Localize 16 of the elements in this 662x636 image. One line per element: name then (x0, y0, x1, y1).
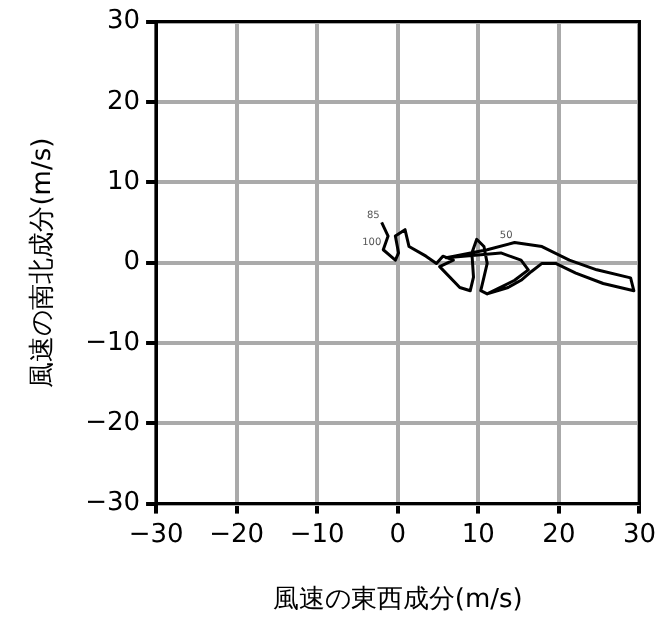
y-tick-label: −10 (85, 327, 141, 358)
x-tick-label: 0 (389, 519, 407, 550)
x-tick-label: −10 (289, 519, 345, 550)
x-tick-label: 30 (622, 519, 656, 550)
y-tick-label: 30 (106, 6, 141, 37)
x-tick-label: −30 (128, 519, 184, 550)
x-tick-label: 20 (542, 519, 576, 550)
x-axis-title: 風速の東西成分(m/s) (272, 585, 523, 616)
y-axis-title: 風速の南北成分(m/s) (28, 137, 59, 388)
x-tick-label: −20 (209, 519, 265, 550)
y-tick-label: 0 (123, 247, 141, 278)
y-tick-label: 10 (106, 167, 141, 198)
y-tick-label: −20 (85, 408, 141, 439)
y-tick-label: −30 (85, 488, 141, 519)
y-tick-label: 20 (106, 86, 141, 117)
x-tick-label: 10 (461, 519, 495, 550)
